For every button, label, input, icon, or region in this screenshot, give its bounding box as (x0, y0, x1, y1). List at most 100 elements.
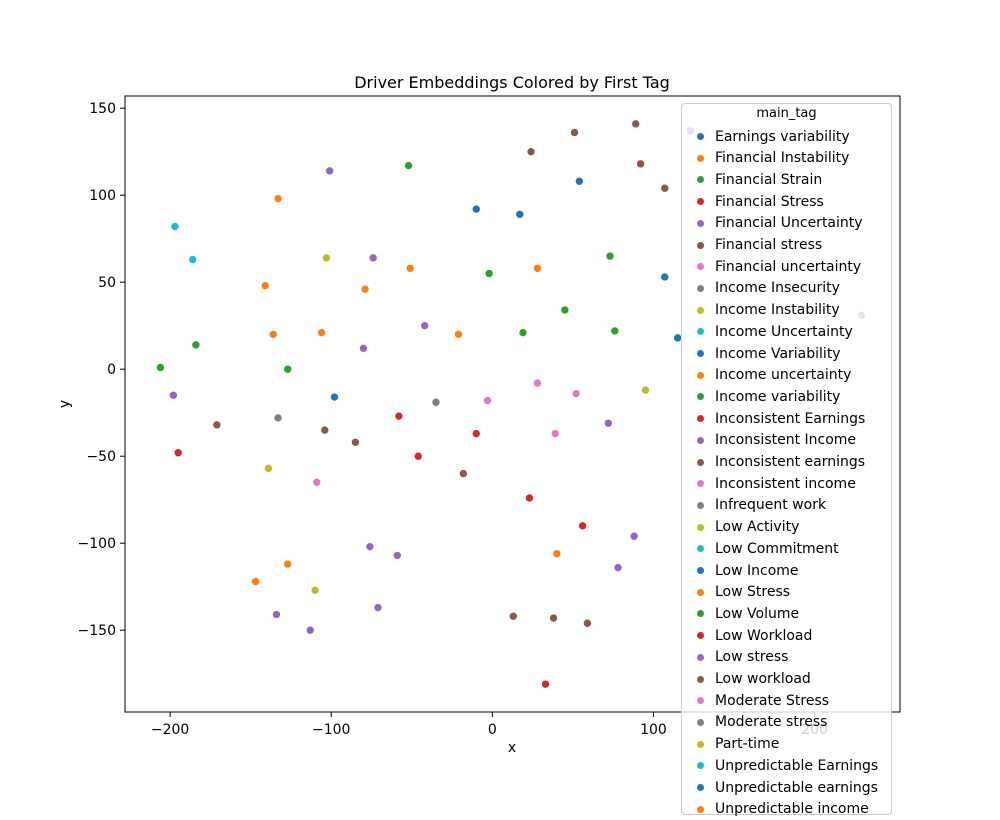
data-point (283, 364, 293, 374)
y-axis-label: y (57, 400, 73, 408)
data-point (322, 253, 331, 263)
data-point (312, 478, 322, 487)
legend-label: Low Activity (715, 519, 800, 536)
data-point (583, 618, 592, 628)
data-point (365, 542, 375, 551)
legend-item: Low Workload (682, 625, 812, 646)
legend-label: Income variability (715, 388, 841, 405)
y-tick-label: 150 (89, 101, 116, 117)
legend-item: Infrequent work (682, 495, 826, 516)
points-layer (156, 119, 866, 689)
legend-label: Income Instability (715, 302, 840, 319)
data-point (525, 493, 534, 503)
legend-item: Income uncertainty (682, 365, 851, 386)
legend-marker (697, 480, 704, 488)
legend-item: Low workload (682, 669, 811, 690)
legend-label: Unpredictable Earnings (715, 757, 879, 774)
y-tick-label: −150 (78, 623, 116, 639)
axes-frame (124, 95, 901, 713)
x-tick-label: 0 (488, 722, 497, 738)
legend-marker (697, 415, 704, 423)
legend-label: Part-time (715, 736, 780, 753)
data-point (518, 328, 528, 337)
legend-item: Inconsistent earnings (682, 452, 865, 473)
data-point (431, 397, 441, 407)
x-axis-label: x (508, 740, 516, 756)
data-point (541, 679, 550, 689)
legend-item: Inconsistent Earnings (682, 408, 865, 429)
legend-label: Moderate Stress (715, 692, 830, 709)
legend-marker (697, 133, 704, 140)
legend-label: Low Commitment (715, 540, 839, 557)
x-tick-label: 100 (640, 722, 667, 738)
data-point (251, 577, 260, 586)
legend-item: Income Instability (682, 300, 840, 321)
legend-label: Income uncertainty (715, 367, 852, 384)
data-point (459, 469, 468, 478)
data-point (629, 531, 639, 541)
data-point (484, 269, 494, 278)
legend-item: Unpredictable income (682, 799, 869, 820)
legend-label: Unpredictable earnings (715, 779, 878, 796)
legend-item: Inconsistent income (682, 473, 856, 494)
legend-marker (697, 567, 704, 574)
data-point (360, 284, 370, 294)
legend-marker (697, 219, 704, 227)
legend-label: Low workload (715, 671, 811, 687)
data-point (273, 413, 283, 423)
data-point (359, 344, 368, 353)
legend-marker (697, 632, 704, 640)
y-tick-label: 0 (107, 362, 116, 378)
legend-item: Financial Strain (682, 169, 822, 190)
data-point (191, 340, 201, 350)
legend-label: Income Insecurity (715, 280, 840, 297)
legend-item: Income Variability (682, 343, 841, 364)
legend-label: Financial Instability (715, 150, 850, 167)
data-point (471, 429, 481, 438)
legend-label: Inconsistent Income (715, 432, 857, 449)
legend-marker (697, 198, 704, 206)
legend-marker (697, 154, 704, 162)
legend-marker (697, 436, 704, 444)
legend-marker (697, 393, 704, 401)
legend-title: main_tag (756, 106, 817, 121)
legend-item: Unpredictable Earnings (682, 755, 878, 776)
legend-marker (697, 306, 704, 314)
legend-label: Unpredictable income (715, 801, 869, 818)
legend-item: Income Uncertainty (682, 321, 853, 342)
legend-label: Infrequent work (715, 497, 827, 514)
data-point (330, 392, 339, 402)
data-point (405, 263, 415, 273)
data-point (320, 425, 330, 435)
legend-item: Income variability (682, 386, 840, 407)
legend-item: Income Insecurity (682, 278, 840, 299)
data-point (173, 448, 183, 458)
legend-label: Low Volume (715, 605, 800, 622)
legend-label: Financial uncertainty (715, 258, 862, 275)
legend-item: Low Activity (682, 517, 799, 538)
data-point (483, 396, 492, 405)
legend-marker (697, 263, 704, 271)
y-axis-ticks: −150 −100 −50 0 50 100 150 (78, 101, 125, 639)
data-point (373, 603, 383, 612)
data-point (188, 255, 197, 264)
x-tick-label: −100 (312, 722, 350, 738)
data-point (325, 166, 334, 176)
data-point (317, 328, 326, 337)
legend-marker (697, 350, 704, 357)
legend-marker (697, 762, 704, 770)
data-point (509, 611, 518, 621)
data-point (604, 418, 613, 428)
data-point (212, 420, 222, 430)
data-point (394, 411, 404, 421)
data-point (560, 305, 570, 315)
data-point (570, 128, 579, 137)
legend-marker (697, 523, 704, 531)
data-point (636, 159, 645, 169)
legend-marker (697, 610, 704, 618)
data-point (169, 390, 178, 400)
legend-label: Low Stress (715, 584, 791, 601)
data-point (413, 451, 423, 461)
legend-label: Low Workload (715, 627, 813, 644)
y-tick-label: 50 (98, 275, 116, 291)
